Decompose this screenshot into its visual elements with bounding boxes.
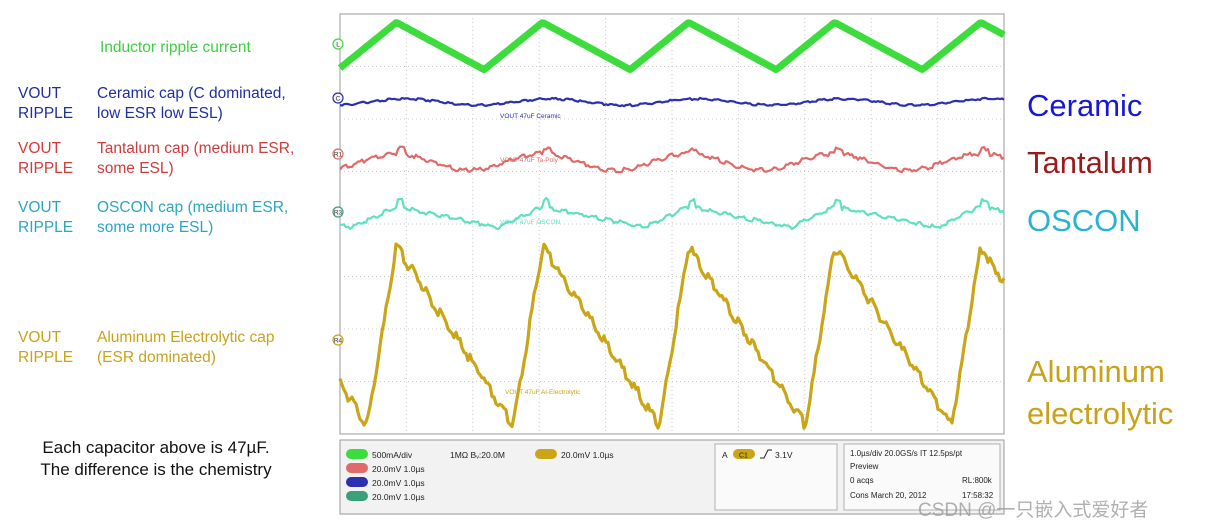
kind-line-1: VOUT xyxy=(18,199,62,216)
trigger-channel: C1 xyxy=(739,453,748,460)
trigger-box xyxy=(714,443,838,511)
row-oscon-kind: VOUT RIPPLE xyxy=(18,198,90,238)
watermark: CSDN @一只嵌入式爱好者 xyxy=(918,500,1149,521)
r2-badge xyxy=(346,477,368,487)
label-tantalum: Tantalum xyxy=(1027,145,1153,180)
label-aluminum: Aluminum xyxy=(1027,354,1165,389)
desc-line-1: OSCON cap (medium ESR, xyxy=(97,199,289,216)
row-ceramic-desc: Ceramic cap (C dominated, low ESR low ES… xyxy=(97,84,286,124)
label-electrolytic: electrolytic xyxy=(1027,396,1174,431)
acq-mode: Preview xyxy=(850,462,879,471)
capacitor-note: Each capacitor above is 47µF. The differ… xyxy=(8,437,304,481)
kind-line-1: VOUT xyxy=(18,329,62,346)
capture-time: 17:58:32 xyxy=(962,491,994,500)
row-aluminum-desc: Aluminum Electrolytic cap (ESR dominated… xyxy=(97,328,274,368)
capture-date: Cons March 20, 2012 xyxy=(850,491,927,500)
desc-line-1: Ceramic cap (C dominated, xyxy=(97,85,286,102)
trace-r4 xyxy=(338,242,1006,430)
timebase-readout: 1.0µs/div 20.0GS/s IT 12.5ps/pt xyxy=(850,449,963,458)
trace-name-label: VOUT 47uF Al-Electrolytic xyxy=(505,389,581,396)
r3-scale: 20.0mV 1.0µs xyxy=(372,492,425,502)
acq-count: 0 acqs xyxy=(850,476,874,485)
trace-name-label: VOUT 47uF Ceramic xyxy=(500,113,561,120)
timebase-box xyxy=(843,443,1001,511)
channel-marker xyxy=(332,206,344,218)
desc-line-2: (ESR dominated) xyxy=(97,349,216,366)
row-tantalum-desc: Tantalum cap (medium ESR, some ESL) xyxy=(97,139,294,179)
record-length: RL:800k xyxy=(962,476,993,485)
r2-scale: 20.0mV 1.0µs xyxy=(372,478,425,488)
channel-marker-label: L xyxy=(336,42,340,49)
channel-marker xyxy=(332,148,344,160)
channel-marker xyxy=(332,92,344,104)
ch1-badge xyxy=(346,449,368,459)
scope-markers: L C R1 R3 R4 xyxy=(332,38,344,346)
trace-name-label: VOUT 47uF Ta-Poly xyxy=(500,157,559,164)
row-tantalum-kind: VOUT RIPPLE xyxy=(18,139,90,179)
r1-badge xyxy=(346,463,368,473)
channel-marker-label: R3 xyxy=(334,210,343,217)
channel-marker xyxy=(332,334,344,346)
kind-line-2: RIPPLE xyxy=(18,160,74,177)
trace-c xyxy=(339,96,1005,108)
kind-line-2: RIPPLE xyxy=(18,219,74,236)
desc-line-2: some ESL) xyxy=(97,160,174,177)
trace-l xyxy=(337,19,1006,74)
trace-r3 xyxy=(339,196,1005,231)
scope-grid xyxy=(340,14,1004,434)
trigger-badge xyxy=(733,449,755,459)
trigger-label: A xyxy=(722,450,728,460)
label-oscon: OSCON xyxy=(1027,203,1141,238)
impedance: 1MΩ Bᵥ:20.0M xyxy=(450,450,505,460)
trigger-edge-icon xyxy=(760,449,772,459)
r4-badge xyxy=(535,449,557,459)
scope-traces xyxy=(337,19,1006,430)
r4-scale: 20.0mV 1.0µs xyxy=(561,450,614,460)
kind-line-1: VOUT xyxy=(18,85,62,102)
row-aluminum-kind: VOUT RIPPLE xyxy=(18,328,90,368)
scope-trace-labels: VOUT 47uF Ceramic VOUT 47uF Ta-Poly VOUT 4… xyxy=(500,113,581,396)
desc-line-2: some more ESL) xyxy=(97,219,214,236)
r1-scale: 20.0mV 1.0µs xyxy=(372,464,425,474)
trace-name-label: VOUT 47uF OSCON xyxy=(500,219,561,226)
scope-svg: L C R1 R3 R4 VOUT 47uF Ceramic VOUT 47uF Ta-P… xyxy=(332,13,1006,515)
note-line-2: The difference is the chemistry xyxy=(40,460,272,479)
channel-marker-label: R4 xyxy=(334,338,343,345)
channel-marker xyxy=(332,38,344,50)
desc-line-1: Aluminum Electrolytic cap xyxy=(97,329,275,346)
desc-line-2: low ESR low ESL) xyxy=(97,105,223,122)
inductor-ripple-label: Inductor ripple current xyxy=(100,39,251,56)
r3-badge xyxy=(346,491,368,501)
label-ceramic: Ceramic xyxy=(1027,88,1143,123)
trigger-level: 3.1V xyxy=(775,450,793,460)
trace-r1 xyxy=(339,145,1005,174)
note-line-1: Each capacitor above is 47µF. xyxy=(42,438,270,457)
kind-line-2: RIPPLE xyxy=(18,105,74,122)
kind-line-2: RIPPLE xyxy=(18,349,74,366)
row-ceramic-kind: VOUT RIPPLE xyxy=(18,84,90,124)
desc-line-1: Tantalum cap (medium ESR, xyxy=(97,140,295,157)
row-oscon-desc: OSCON cap (medium ESR, some more ESL) xyxy=(97,198,288,238)
kind-line-1: VOUT xyxy=(18,140,62,157)
ch1-scale: 500mA/div xyxy=(372,450,413,460)
channel-marker-label: R1 xyxy=(334,152,343,159)
oscilloscope-capture: L C R1 R3 R4 VOUT 47uF Ceramic VOUT 47uF Ta-P… xyxy=(330,0,1008,520)
channel-marker-label: C xyxy=(336,96,341,103)
